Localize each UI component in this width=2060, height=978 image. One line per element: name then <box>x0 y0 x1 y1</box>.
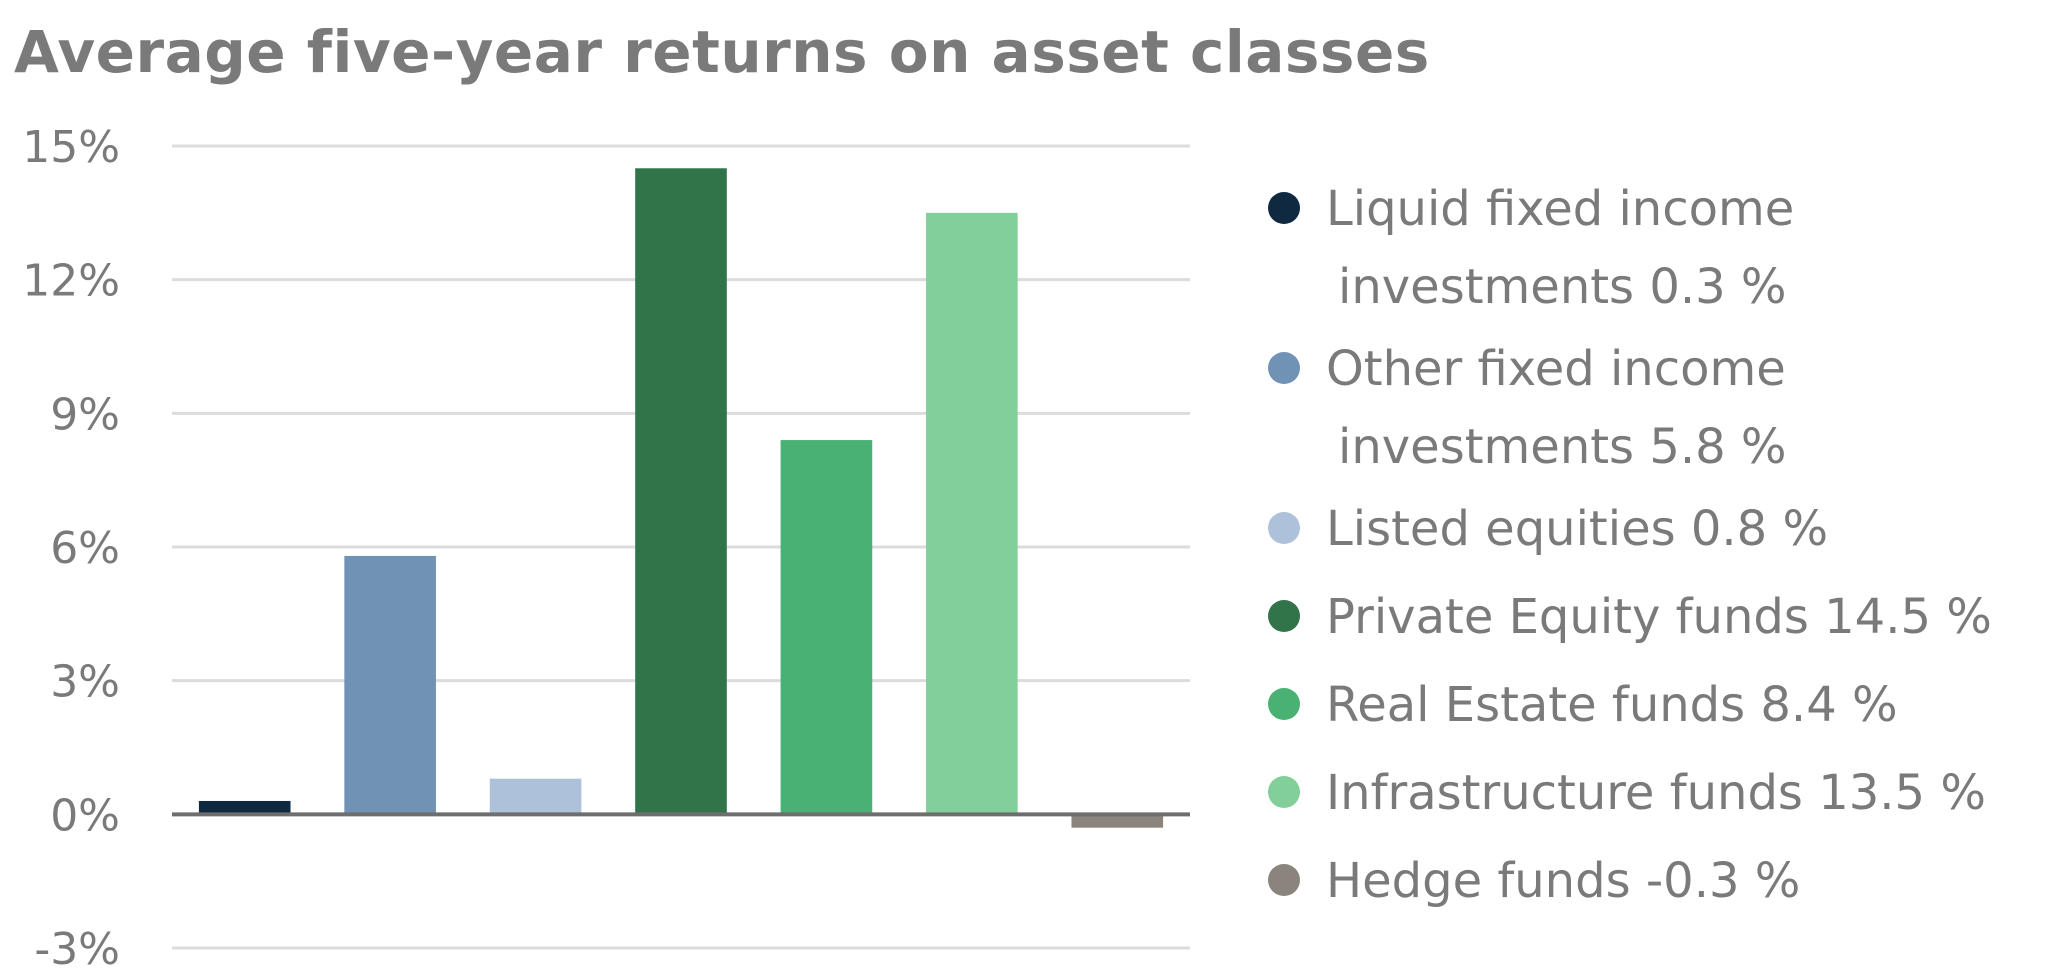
legend-item: Listed equities 0.8 % <box>1268 490 1992 568</box>
legend-label: Other fixed income <box>1326 341 1786 397</box>
legend-item: Infrastructure funds 13.5 % <box>1268 754 1992 832</box>
legend-label: Liquid fixed income <box>1326 181 1795 237</box>
legend-label: Listed equities 0.8 % <box>1326 501 1829 557</box>
bar <box>1071 814 1164 828</box>
legend-item: Hedge funds -0.3 % <box>1268 842 1992 920</box>
bar-chart: 15% 12% 9% 6% 3% 0% -3% <box>22 122 1190 975</box>
y-tick-label: 12% <box>22 256 120 307</box>
y-tick-label: 0% <box>50 790 120 841</box>
legend-item: Private Equity funds 14.5 % <box>1268 578 1992 656</box>
legend-label: Infrastructure funds 13.5 % <box>1326 765 1986 821</box>
bar <box>635 168 727 815</box>
legend-label-continued: investments 5.8 % <box>1338 419 1787 475</box>
bar <box>926 212 1018 815</box>
legend-dot-icon <box>1268 600 1300 632</box>
bar <box>198 800 291 815</box>
legend-dot-icon <box>1268 688 1300 720</box>
legend-label: Hedge funds -0.3 % <box>1326 853 1801 909</box>
bar <box>780 440 873 815</box>
legend-label: Private Equity funds 14.5 % <box>1326 589 1992 645</box>
legend-dot-icon <box>1268 776 1300 808</box>
legend-label: Real Estate funds 8.4 % <box>1326 677 1898 733</box>
legend-item: Other fixed income investments 5.8 % <box>1268 330 1992 486</box>
legend: Liquid fixed income investments 0.3 % Ot… <box>1268 170 1992 920</box>
legend-item: Real Estate funds 8.4 % <box>1268 666 1992 744</box>
y-tick-label: 3% <box>50 657 120 708</box>
legend-dot-icon <box>1268 512 1300 544</box>
y-tick-label: 9% <box>50 389 120 440</box>
legend-dot-icon <box>1268 864 1300 896</box>
legend-item: Liquid fixed income investments 0.3 % <box>1268 170 1992 326</box>
legend-label-continued: investments 0.3 % <box>1338 259 1787 315</box>
y-tick-label: 15% <box>22 122 120 173</box>
legend-dot-icon <box>1268 192 1300 224</box>
chart-title: Average five-year returns on asset class… <box>14 18 1430 86</box>
bar <box>489 778 582 815</box>
legend-dot-icon <box>1268 352 1300 384</box>
bar <box>344 555 436 815</box>
y-tick-label: -3% <box>34 924 120 975</box>
y-tick-label: 6% <box>50 523 120 574</box>
